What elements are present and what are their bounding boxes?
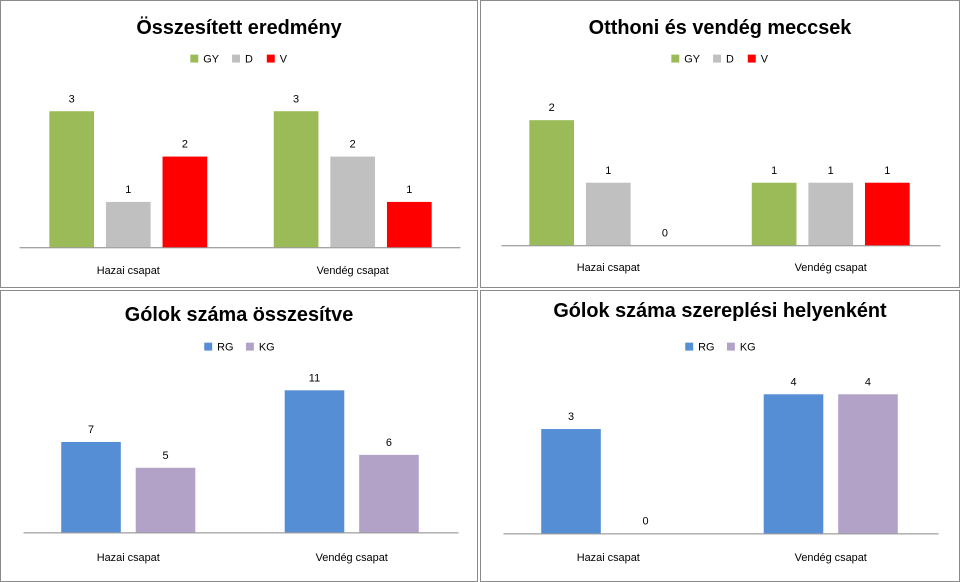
chart-title: Gólok száma szereplési helyenként [553, 300, 887, 322]
category-label-hazai-csapat: Hazai csapat [97, 265, 160, 277]
chart-svg: Gólok száma szereplési helyenként RG KG 3 0 H… [503, 300, 939, 564]
data-label-kg-vendeg-csapat: 6 [386, 437, 392, 449]
bar-gy-hazai-csapat [49, 111, 95, 248]
data-label-d-hazai-csapat: 1 [125, 184, 131, 196]
legend-swatch-gy [671, 54, 680, 63]
legend-swatch-v [747, 54, 756, 63]
bar-gy-vendeg-csapat [273, 111, 319, 248]
legend: RG KG [204, 342, 275, 354]
bar-gy-vendeg-csapat [751, 182, 797, 246]
data-label-gy-hazai-csapat: 3 [69, 93, 75, 105]
chart-title: Otthoni és vendég meccsek [589, 17, 853, 39]
legend-label-kg: KG [740, 342, 756, 354]
chart-panel-golok-szama-szereplesi-helyenkent: Gólok száma szereplési helyenként RG KG 3 0 H… [480, 290, 960, 582]
legend-swatch-d [713, 54, 721, 63]
legend-label-v: V [280, 54, 288, 66]
legend-swatch-gy [190, 54, 199, 63]
chart-panel-otthoni-es-vendeg-meccsek: Otthoni és vendég meccsek GY D V 2 1 0 Hazai cs… [480, 0, 960, 288]
category-label-hazai-csapat: Hazai csapat [97, 552, 160, 564]
data-label-v-vendeg-csapat: 1 [884, 165, 890, 177]
legend-swatch-kg [726, 342, 735, 351]
data-label-gy-vendeg-csapat: 3 [293, 93, 299, 105]
data-label-d-vendeg-csapat: 1 [828, 165, 834, 177]
legend-label-gy: GY [684, 54, 700, 66]
data-label-v-hazai-csapat: 0 [662, 227, 668, 239]
data-label-rg-hazai-csapat: 7 [88, 424, 94, 436]
category-label-vendeg-csapat: Vendég csapat [317, 265, 389, 277]
data-label-rg-hazai-csapat: 3 [568, 411, 574, 423]
chart-panel-golok-szama-osszesitve: Gólok száma összesítve RG KG 7 5 Hazai csapat… [0, 290, 478, 582]
legend-label-rg: RG [217, 342, 233, 354]
legend-swatch-v [266, 54, 275, 63]
bar-d-hazai-csapat [105, 201, 151, 248]
legend: RG KG [685, 342, 756, 354]
legend-label-d: D [726, 54, 734, 66]
chart-title: Gólok száma összesítve [125, 304, 353, 326]
bar-d-hazai-csapat [585, 182, 631, 246]
bar-v-vendeg-csapat [864, 182, 910, 246]
chart-svg: Gólok száma összesítve RG KG 7 5 Hazai csapat… [23, 304, 459, 564]
data-label-kg-hazai-csapat: 5 [162, 450, 168, 462]
legend-label-rg: RG [698, 342, 714, 354]
bar-v-hazai-csapat [162, 156, 208, 248]
category-label-vendeg-csapat: Vendég csapat [795, 262, 867, 274]
legend-label-gy: GY [203, 54, 219, 66]
data-label-kg-hazai-csapat: 0 [642, 515, 648, 527]
legend-swatch-rg [204, 342, 213, 351]
bar-v-vendeg-csapat [386, 201, 432, 248]
legend-label-d: D [245, 54, 253, 66]
data-label-gy-vendeg-csapat: 1 [771, 165, 777, 177]
legend-label-kg: KG [259, 342, 275, 354]
bar-rg-hazai-csapat [61, 441, 121, 533]
chart-title: Összesített eredmény [136, 16, 341, 39]
legend: GY D V [190, 54, 288, 66]
bar-kg-vendeg-csapat [838, 394, 898, 534]
bar-rg-hazai-csapat [541, 429, 601, 534]
category-label-vendeg-csapat: Vendég csapat [316, 552, 388, 564]
chart-svg: Otthoni és vendég meccsek GY D V 2 1 0 Hazai cs… [501, 17, 941, 274]
data-label-d-hazai-csapat: 1 [605, 165, 611, 177]
bar-d-vendeg-csapat [330, 156, 376, 248]
data-label-kg-vendeg-csapat: 4 [865, 376, 871, 388]
data-label-rg-vendeg-csapat: 11 [309, 372, 320, 384]
category-label-hazai-csapat: Hazai csapat [577, 262, 640, 274]
legend: GY D V [671, 54, 769, 66]
bar-kg-hazai-csapat [135, 467, 196, 533]
chart-svg: Összesített eredmény GY D V 3 1 2 Hazai csapat 3… [19, 16, 461, 277]
chart-panel-osszesitett-eredmeny: Összesített eredmény GY D V 3 1 2 Hazai csapat 3… [0, 0, 478, 288]
legend-label-v: V [761, 54, 769, 66]
legend-swatch-d [232, 54, 240, 63]
bar-rg-vendeg-csapat [763, 394, 824, 534]
category-label-hazai-csapat: Hazai csapat [577, 552, 640, 564]
legend-swatch-rg [685, 342, 694, 351]
bar-d-vendeg-csapat [808, 182, 854, 246]
data-label-v-hazai-csapat: 2 [182, 139, 188, 151]
data-label-d-vendeg-csapat: 2 [350, 139, 356, 151]
legend-swatch-kg [245, 342, 254, 351]
bar-gy-hazai-csapat [529, 120, 575, 246]
bar-rg-vendeg-csapat [284, 390, 345, 533]
category-label-vendeg-csapat: Vendég csapat [795, 552, 867, 564]
data-label-v-vendeg-csapat: 1 [406, 184, 412, 196]
data-label-gy-hazai-csapat: 2 [549, 102, 555, 114]
bar-kg-vendeg-csapat [359, 454, 419, 533]
data-label-rg-vendeg-csapat: 4 [790, 376, 796, 388]
